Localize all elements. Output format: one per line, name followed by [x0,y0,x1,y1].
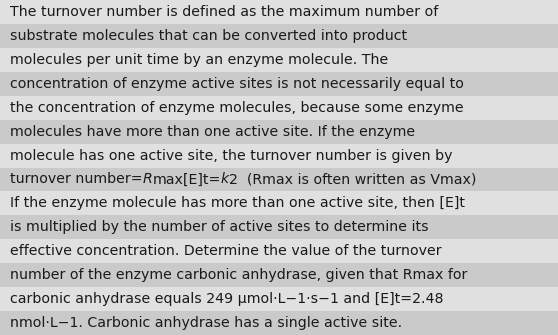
Bar [0,311,558,335]
Bar [0,168,558,191]
Bar [0,24,558,48]
Text: 2  (Rmax is often written as Vmax): 2 (Rmax is often written as Vmax) [229,173,477,187]
Text: carbonic anhydrase equals 249 μmol·L−1·s−1 and [E]t=2.48: carbonic anhydrase equals 249 μmol·L−1·s… [10,292,444,306]
Bar [0,263,558,287]
Text: effective concentration. Determine the value of the turnover: effective concentration. Determine the v… [10,244,442,258]
Text: The turnover number is defined as the maximum number of: The turnover number is defined as the ma… [10,5,438,19]
Text: number of the enzyme carbonic anhydrase, given that Rmax for: number of the enzyme carbonic anhydrase,… [10,268,468,282]
Text: concentration of enzyme active sites is not necessarily equal to: concentration of enzyme active sites is … [10,77,464,91]
Bar [0,215,558,239]
Text: nmol·L−1. Carbonic anhydrase has a single active site.: nmol·L−1. Carbonic anhydrase has a singl… [10,316,402,330]
Text: molecule has one active site, the turnover number is given by: molecule has one active site, the turnov… [10,148,453,162]
Text: is multiplied by the number of active sites to determine its: is multiplied by the number of active si… [10,220,429,234]
Text: turnover number=: turnover number= [10,173,143,187]
Text: k: k [221,173,229,187]
Text: molecules per unit time by an enzyme molecule. The: molecules per unit time by an enzyme mol… [10,53,388,67]
Text: max[E]t=: max[E]t= [152,173,221,187]
Text: substrate molecules that can be converted into product: substrate molecules that can be converte… [10,29,407,43]
Text: If the enzyme molecule has more than one active site, then [E]t: If the enzyme molecule has more than one… [10,196,465,210]
Text: molecules have more than one active site. If the enzyme: molecules have more than one active site… [10,125,415,139]
Text: R: R [143,173,152,187]
Text: the concentration of enzyme molecules, because some enzyme: the concentration of enzyme molecules, b… [10,101,464,115]
Bar [0,72,558,96]
Bar [0,120,558,144]
